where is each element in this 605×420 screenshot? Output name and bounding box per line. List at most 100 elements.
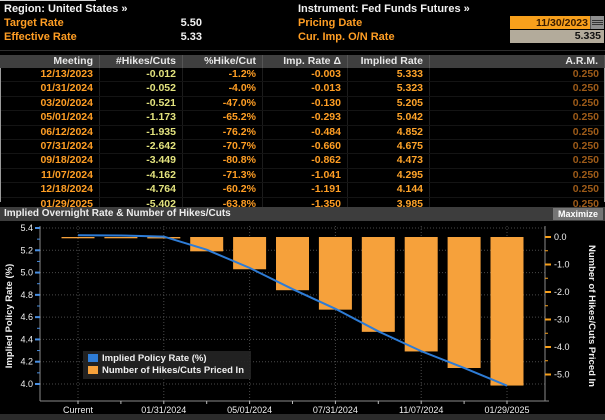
legend-swatch [88,366,98,374]
right-axis-title: Number of Hikes/Cuts Priced In [586,245,597,387]
table-cell: 05/01/2024 [0,111,100,125]
left-axis-title: Implied Policy Rate (%) [4,264,15,369]
table-cell: 4.295 [348,168,430,183]
x-tick-label: Current [63,405,94,414]
hikes-cuts-bar [318,237,352,310]
x-tick-label: 11/07/2024 [399,405,443,414]
table-cell: 5.205 [348,96,430,111]
hikes-cuts-bar [404,237,438,352]
left-tick-label: 4.6 [20,312,33,322]
header-divider [0,50,605,51]
table-row[interactable]: 12/18/2024 -4.764 -60.2% -1.191 4.144 0.250 [0,183,605,198]
cur-imp-on-rate-label: Cur. Imp. O/N Rate [298,31,395,43]
table-cell: 03/20/2024 [0,96,100,111]
table-cell: -0.293 [263,111,348,125]
window-bottom-edge [0,414,605,420]
chart-title-bar: Implied Overnight Rate & Number of Hikes… [0,207,605,221]
table-cell: 06/12/2024 [0,125,100,139]
legend-swatch [88,354,98,362]
table-row[interactable]: 01/31/2024 -0.052 -4.0% -0.013 5.323 0.250 [0,82,605,97]
table-row[interactable]: 11/07/2024 -4.162 -71.3% -1.041 4.295 0.250 [0,168,605,184]
table-cell: -0.130 [263,96,348,111]
table-cell: 12/13/2023 [0,68,100,82]
table-cell: 0.250 [572,154,599,167]
table-cell: -4.0% [183,82,263,96]
table-header-row: Meeting #Hikes/Cuts %Hike/Cut Imp. Rate Δ Im… [0,55,605,68]
table-cell: -0.013 [263,82,348,96]
table-cell: -0.052 [100,82,183,96]
table-row[interactable]: 07/31/2024 -2.642 -70.7% -0.660 4.675 0.250 [0,139,605,155]
target-rate-value: 5.50 [180,17,202,29]
table-cell: 0.250 [572,139,599,152]
table-cell: -0.521 [100,96,183,111]
table-cell: 07/31/2024 [0,139,100,154]
table-cell: -0.012 [100,68,183,82]
hikes-cuts-bar [61,237,95,239]
hikes-cuts-bar [447,237,481,369]
table-cell: 01/29/2025 [0,197,100,211]
instrument-selector[interactable]: Instrument: Fed Funds Futures » [298,3,470,15]
x-tick-label: 01/29/2025 [484,405,529,414]
table-cell: -70.7% [183,139,263,154]
table-cell: 3.985 [348,197,430,211]
right-tick-label: -1.0 [554,260,570,270]
table-cell: 4.144 [348,183,430,197]
left-tick-label: 4.0 [20,379,33,389]
table-row[interactable]: 05/01/2024 -1.173 -65.2% -0.293 5.042 0.250 [0,111,605,126]
x-tick-label: 05/01/2024 [227,405,272,414]
cur-imp-on-rate-value: 5.335 [510,30,604,43]
table-cell: -5.402 [100,197,183,211]
effective-rate-label: Effective Rate [4,31,77,43]
hikes-cuts-bar [147,237,181,239]
table-cell: 12/18/2024 [0,183,100,197]
table-row[interactable]: 03/20/2024 -0.521 -47.0% -0.130 5.205 0.250 [0,96,605,112]
left-tick-label: 4.4 [20,334,33,344]
column-header[interactable]: Implied Rate [348,55,430,68]
hikes-cuts-bar [361,237,395,332]
table-row[interactable]: 09/18/2024 -3.449 -80.8% -0.862 4.473 0.250 [0,154,605,169]
right-tick-label: -2.0 [554,287,570,297]
hikes-cuts-bar [276,237,309,291]
hikes-cuts-bar [233,237,267,270]
table-left-scroll-edge [0,68,1,202]
column-header[interactable]: #Hikes/Cuts [100,55,183,68]
x-tick-label: 01/31/2024 [141,405,186,414]
left-tick-label: 4.8 [20,290,33,300]
table-cell: 0.250 [572,197,599,210]
table-cell: 01/31/2024 [0,82,100,96]
table-cell: 4.852 [348,125,430,139]
maximize-button[interactable]: Maximize [552,208,603,220]
pricing-date-label: Pricing Date [298,17,363,29]
table-row[interactable]: 06/12/2024 -1.935 -76.2% -0.484 4.852 0.250 [0,125,605,140]
table-cell: 0.250 [572,183,599,196]
table-cell: -63.8% [183,197,263,211]
table-cell: 5.042 [348,111,430,125]
hikes-cuts-bar [490,237,524,386]
right-tick-label: -3.0 [554,315,570,325]
pricing-date-input[interactable] [510,16,590,29]
column-header[interactable]: %Hike/Cut [183,55,263,68]
combo-chart: 5.4 5.2 5.0 4.8 4.6 4.4 4.2 4.0 0.0 -1.0 -2.0 -3.0 -… [4,223,597,414]
target-rate-label: Target Rate [4,17,64,29]
table-cell: 0.250 [572,125,599,138]
column-header[interactable]: Imp. Rate Δ [263,55,348,68]
table-cell: -1.935 [100,125,183,139]
column-header[interactable]: Meeting [0,55,100,68]
calendar-icon[interactable] [590,16,604,29]
table-cell: 4.473 [348,154,430,168]
region-selector[interactable]: Region: United States » [4,3,128,15]
table-body: 12/13/2023 -0.012 -1.2% -0.003 5.333 0.250 01/… [0,68,605,212]
table-cell: -47.0% [183,96,263,111]
table-cell: -1.350 [263,197,348,211]
table-cell: 11/07/2024 [0,168,100,183]
table-cell: -0.003 [263,68,348,82]
table-cell: -60.2% [183,183,263,197]
meetings-table: Meeting #Hikes/Cuts %Hike/Cut Imp. Rate Δ Im… [0,55,605,212]
table-cell: -3.449 [100,154,183,168]
column-header[interactable]: A.R.M. [430,55,605,68]
table-cell: -0.484 [263,125,348,139]
implied-rate-line [77,234,508,387]
table-cell: -76.2% [183,125,263,139]
table-row[interactable]: 12/13/2023 -0.012 -1.2% -0.003 5.333 0.250 [0,68,605,83]
table-cell: -1.041 [263,168,348,183]
